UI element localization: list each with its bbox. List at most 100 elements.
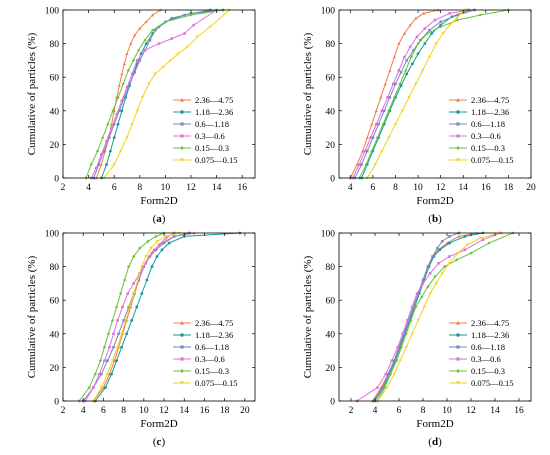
data-point [95,149,100,153]
data-point [360,163,363,166]
data-point [439,20,442,24]
legend-swatch-marker [456,134,460,138]
data-point [430,32,434,35]
data-point [365,149,369,153]
y-axis-title: Cumulative of particles (%) [26,32,38,155]
x-tick-label: 16 [237,183,247,193]
data-point [120,345,124,349]
data-point [116,95,120,99]
data-point [370,149,374,153]
legend-label: 0.15—0.3 [195,143,229,153]
series-line-0.15—0.3 [85,9,224,179]
data-point [126,292,129,295]
data-point [144,42,148,45]
data-point [387,136,391,140]
data-point [392,95,396,99]
panel-caption-close: ) [162,213,166,225]
y-tick-label: 40 [50,107,60,117]
data-point [380,386,384,389]
data-point [144,261,148,265]
data-point [125,136,129,140]
data-point [397,42,401,45]
x-tick-label: 4 [86,183,91,193]
y-tick-label: 60 [50,297,60,307]
data-point [399,70,403,74]
data-point [183,13,186,17]
data-point [379,95,383,99]
data-point [132,282,136,285]
x-tick-label: 18 [220,406,230,416]
data-point [375,136,379,140]
data-point [394,82,397,86]
data-point [454,17,459,20]
data-point [410,305,414,309]
data-point [115,345,120,349]
series-layer [348,8,511,180]
data-point [135,109,139,113]
data-point [404,332,408,336]
data-point [457,234,461,238]
x-axis-title: Form2D [140,195,177,207]
data-point [155,240,159,243]
series-line-0.6—1.18 [373,232,460,402]
series-line-0.3—0.6 [352,9,469,179]
data-point [99,162,103,166]
x-tick-label: 6 [112,183,117,193]
data-point [423,27,427,30]
data-point [126,68,130,73]
data-point [120,332,124,336]
data-point [399,345,403,349]
data-point [481,238,485,241]
data-point [448,235,451,238]
chart-panel-b: 4 6 8 10 12 14 16 18 20 0 20 40 60 80 100 Form2D Cumulat… [302,7,536,226]
data-point [167,241,171,245]
data-point [122,62,127,66]
legend-swatch-marker [456,369,460,373]
legend-swatch-marker [456,158,460,162]
x-tick-label: 12 [159,406,169,416]
data-point [125,86,129,89]
y-tick-label: 80 [50,263,60,273]
series-layer [355,231,515,403]
panel-caption-letter: d [432,436,438,448]
data-point [440,272,444,275]
legend-label: 0.3—0.6 [471,131,501,141]
y-tick-label: 80 [50,40,60,50]
y-tick-label: 20 [50,141,60,151]
data-point [416,52,420,56]
data-point [416,42,420,46]
data-point [131,58,135,62]
data-point [89,162,93,167]
data-point [382,109,386,113]
data-point [405,59,409,62]
panel-caption-close: ) [438,436,442,448]
data-point [414,305,418,309]
y-tick-label: 80 [326,263,336,273]
legend: 2.36—4.75 1.18—2.36 0.6—1.18 0.3—0.6 0.15—0.… [449,318,514,388]
x-tick-label: 2 [61,183,66,193]
data-point [176,52,180,56]
x-tick-label: 6 [397,406,402,416]
data-point [395,359,399,363]
legend: 2.36—4.75 1.18—2.36 0.6—1.18 0.3—0.6 0.15—0.… [173,95,238,165]
data-point [99,386,103,390]
data-point [130,72,134,76]
panel-caption-letter: c [157,436,162,448]
x-tick-label: 14 [458,183,468,193]
data-point [172,235,176,238]
data-point [208,25,212,29]
data-point [415,35,419,39]
data-point [438,248,442,252]
x-tick-label: 4 [373,406,378,416]
data-point [400,109,404,113]
data-point [387,109,391,113]
data-point [428,292,432,296]
data-point [411,62,414,66]
data-point [138,59,142,62]
data-point [129,42,133,45]
x-tick-label: 14 [490,406,500,416]
legend-label: 2.36—4.75 [195,318,233,328]
data-point [455,258,459,262]
panel-caption: (a) [153,213,166,225]
